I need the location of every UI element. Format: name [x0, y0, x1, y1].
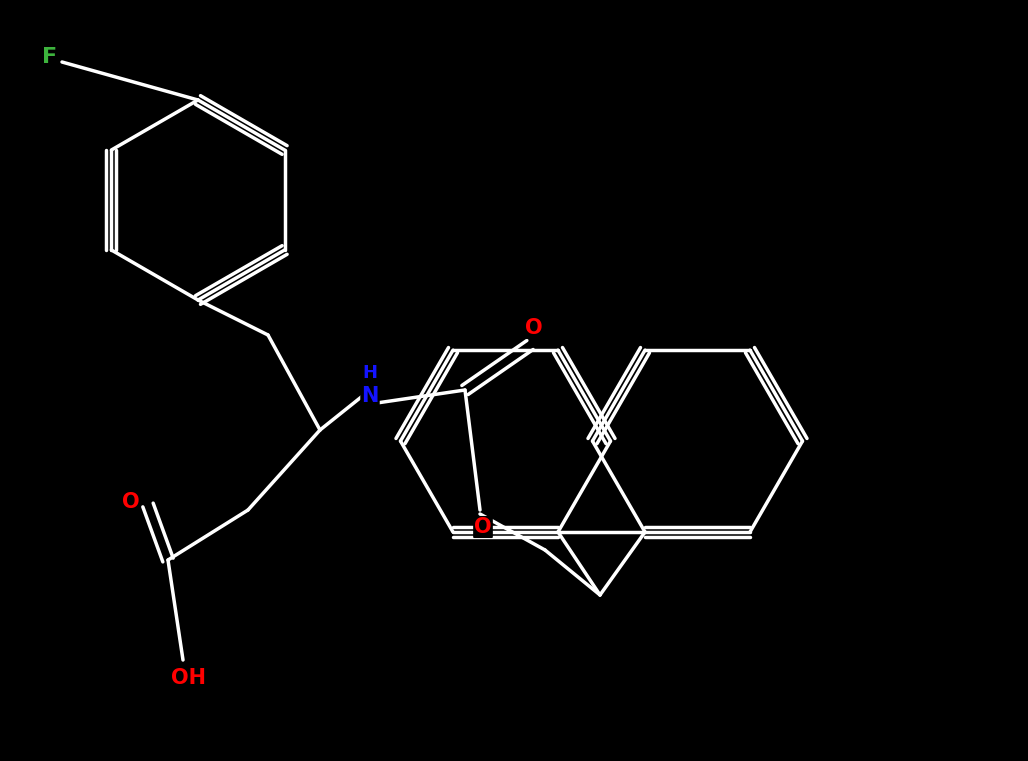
Text: O: O	[525, 318, 543, 338]
Text: OH: OH	[171, 668, 206, 688]
Text: N: N	[361, 386, 378, 406]
Text: H: H	[363, 364, 377, 382]
Text: O: O	[474, 517, 491, 537]
Text: F: F	[42, 47, 58, 67]
Text: O: O	[122, 492, 140, 512]
